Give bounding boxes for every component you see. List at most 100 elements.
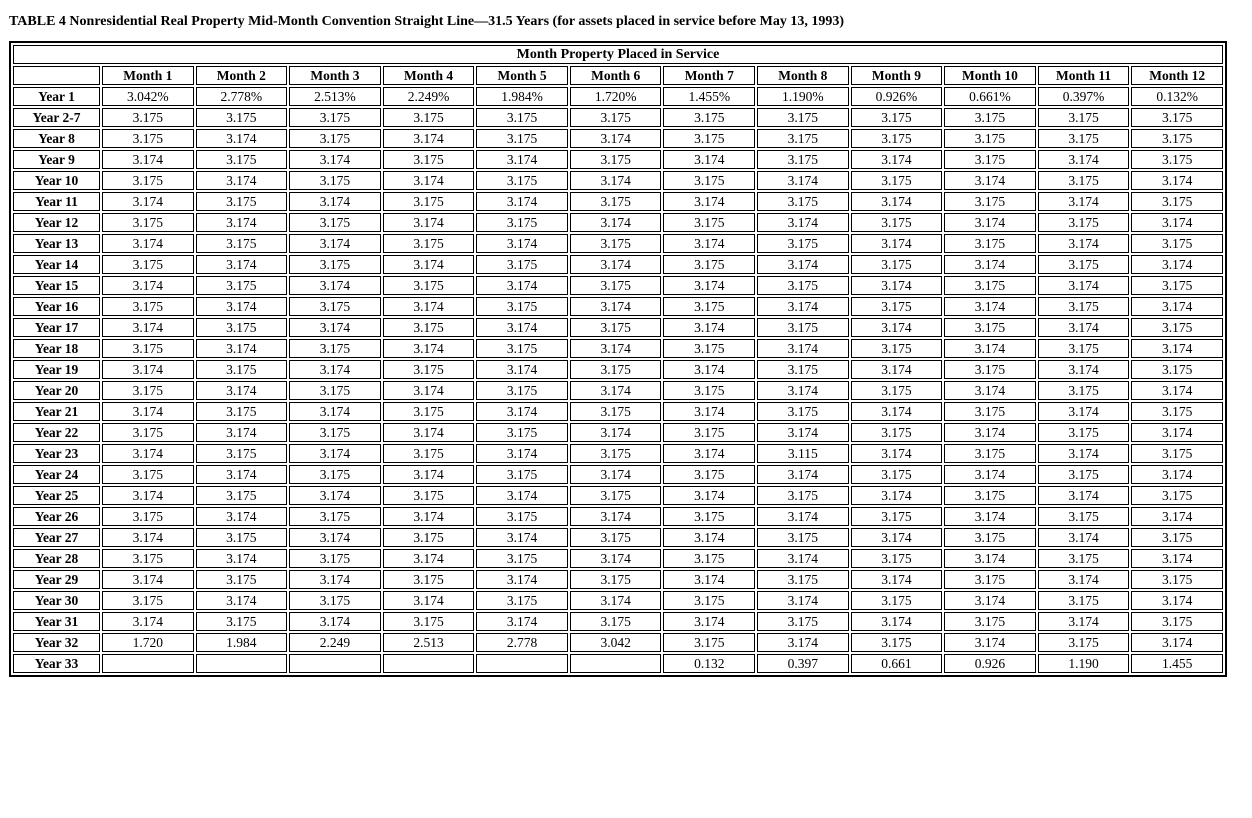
table-cell: 3.175 bbox=[850, 339, 943, 358]
table-cell: 3.175 bbox=[195, 486, 288, 505]
table-cell: 3.174 bbox=[1131, 549, 1223, 568]
row-label: Year 17 bbox=[13, 318, 100, 337]
table-row: Year 26 3.175 3.174 3.175 3.174 3.175 3.174 3.1… bbox=[13, 507, 1223, 526]
table-cell: 3.174 bbox=[850, 486, 943, 505]
table-cell: 3.174 bbox=[757, 633, 849, 652]
table-cell: 3.175 bbox=[195, 234, 288, 253]
table-cell bbox=[382, 654, 475, 673]
table-cell: 3.175 bbox=[1037, 213, 1130, 232]
table-cell: 3.174 bbox=[195, 297, 288, 316]
table-cell: 3.174 bbox=[663, 528, 756, 547]
table-cell: 3.174 bbox=[1037, 528, 1130, 547]
table-cell: 3.174 bbox=[663, 276, 756, 295]
table-cell bbox=[289, 654, 381, 673]
column-header: Month 7 bbox=[663, 66, 756, 85]
table-cell: 3.174 bbox=[476, 150, 568, 169]
table-cell: 3.174 bbox=[382, 507, 475, 526]
column-header: Month 8 bbox=[757, 66, 849, 85]
row-label: Year 24 bbox=[13, 465, 100, 484]
table-cell: 3.174 bbox=[1037, 444, 1130, 463]
table-cell: 3.174 bbox=[757, 255, 849, 274]
table-cell: 3.175 bbox=[850, 297, 943, 316]
table-cell: 3.174 bbox=[569, 129, 662, 148]
table-cell: 3.174 bbox=[944, 381, 1036, 400]
row-label: Year 26 bbox=[13, 507, 100, 526]
table-cell: 3.175 bbox=[757, 528, 849, 547]
table-cell: 3.174 bbox=[663, 612, 756, 631]
table-cell: 3.174 bbox=[944, 465, 1036, 484]
table-cell: 3.174 bbox=[102, 486, 194, 505]
table-cell: 3.175 bbox=[476, 549, 568, 568]
table-cell: 3.175 bbox=[569, 318, 662, 337]
table-cell: 0.397% bbox=[1037, 87, 1130, 106]
table-cell: 3.174 bbox=[569, 507, 662, 526]
table-header: Month Property Placed in Service Month 1… bbox=[13, 45, 1223, 85]
table-cell bbox=[569, 654, 662, 673]
row-label: Year 1 bbox=[13, 87, 100, 106]
table-row: Year 29 3.174 3.175 3.174 3.175 3.174 3.175 3.1… bbox=[13, 570, 1223, 589]
table-cell: 3.175 bbox=[944, 276, 1036, 295]
table-cell: 3.174 bbox=[757, 213, 849, 232]
table-cell: 3.174 bbox=[195, 213, 288, 232]
table-cell: 3.174 bbox=[1037, 276, 1130, 295]
table-cell: 1.190 bbox=[1037, 654, 1130, 673]
table-cell: 3.174 bbox=[1037, 234, 1130, 253]
table-row: Year 17 3.174 3.175 3.174 3.175 3.174 3.175 3.1… bbox=[13, 318, 1223, 337]
table-cell: 3.175 bbox=[757, 318, 849, 337]
table-cell: 3.115 bbox=[757, 444, 849, 463]
table-cell: 3.174 bbox=[1037, 318, 1130, 337]
table-cell: 3.174 bbox=[289, 444, 381, 463]
row-label: Year 33 bbox=[13, 654, 100, 673]
table-row: Year 14 3.175 3.174 3.175 3.174 3.175 3.174 3.1… bbox=[13, 255, 1223, 274]
table-cell: 3.175 bbox=[1037, 381, 1130, 400]
column-header: Month 5 bbox=[476, 66, 568, 85]
row-label: Year 16 bbox=[13, 297, 100, 316]
table-row: Year 1 3.042% 2.778% 2.513% 2.249% 1.984% 1.72… bbox=[13, 87, 1223, 106]
table-cell: 3.174 bbox=[382, 465, 475, 484]
row-label: Year 23 bbox=[13, 444, 100, 463]
table-cell: 3.175 bbox=[195, 192, 288, 211]
table-cell: 3.175 bbox=[102, 171, 194, 190]
table-cell: 3.174 bbox=[1037, 570, 1130, 589]
table-cell: 3.175 bbox=[663, 423, 756, 442]
table-cell: 3.175 bbox=[476, 423, 568, 442]
table-cell: 3.174 bbox=[195, 171, 288, 190]
table-cell: 3.175 bbox=[850, 507, 943, 526]
table-cell: 2.249 bbox=[289, 633, 381, 652]
table-row: Year 11 3.174 3.175 3.174 3.175 3.174 3.175 3.1… bbox=[13, 192, 1223, 211]
table-cell: 3.175 bbox=[757, 108, 849, 127]
column-header: Month 2 bbox=[195, 66, 288, 85]
table-row: Year 31 3.174 3.175 3.174 3.175 3.174 3.175 3.1… bbox=[13, 612, 1223, 631]
row-label: Year 30 bbox=[13, 591, 100, 610]
table-cell: 3.175 bbox=[1037, 255, 1130, 274]
table-cell: 3.175 bbox=[1131, 276, 1223, 295]
table-cell: 3.174 bbox=[1131, 171, 1223, 190]
table-cell: 3.174 bbox=[944, 213, 1036, 232]
table-cell: 3.175 bbox=[757, 402, 849, 421]
table-row: Year 28 3.175 3.174 3.175 3.174 3.175 3.174 3.1… bbox=[13, 549, 1223, 568]
table-cell: 3.175 bbox=[476, 381, 568, 400]
table-cell: 3.175 bbox=[289, 171, 381, 190]
table-cell: 3.174 bbox=[569, 423, 662, 442]
table-cell: 3.174 bbox=[569, 591, 662, 610]
table-row: Year 18 3.175 3.174 3.175 3.174 3.175 3.174 3.1… bbox=[13, 339, 1223, 358]
table-cell: 3.175 bbox=[195, 360, 288, 379]
table-cell: 3.174 bbox=[569, 381, 662, 400]
table-cell: 3.175 bbox=[663, 108, 756, 127]
table-cell: 3.174 bbox=[850, 612, 943, 631]
table-cell: 3.174 bbox=[382, 129, 475, 148]
table-cell: 3.174 bbox=[289, 150, 381, 169]
table-cell: 3.175 bbox=[757, 192, 849, 211]
table-row: Year 21 3.174 3.175 3.174 3.175 3.174 3.175 3.1… bbox=[13, 402, 1223, 421]
table-cell: 3.175 bbox=[382, 486, 475, 505]
table-cell: 3.175 bbox=[289, 507, 381, 526]
table-cell: 3.175 bbox=[1037, 549, 1130, 568]
table-cell bbox=[476, 654, 568, 673]
table-cell: 2.513 bbox=[382, 633, 475, 652]
table-cell: 3.175 bbox=[663, 213, 756, 232]
table-cell: 3.174 bbox=[289, 318, 381, 337]
table-cell: 3.175 bbox=[663, 171, 756, 190]
table-cell: 1.984 bbox=[195, 633, 288, 652]
table-row: Year 9 3.174 3.175 3.174 3.175 3.174 3.175 3.17… bbox=[13, 150, 1223, 169]
table-cell: 3.174 bbox=[102, 150, 194, 169]
